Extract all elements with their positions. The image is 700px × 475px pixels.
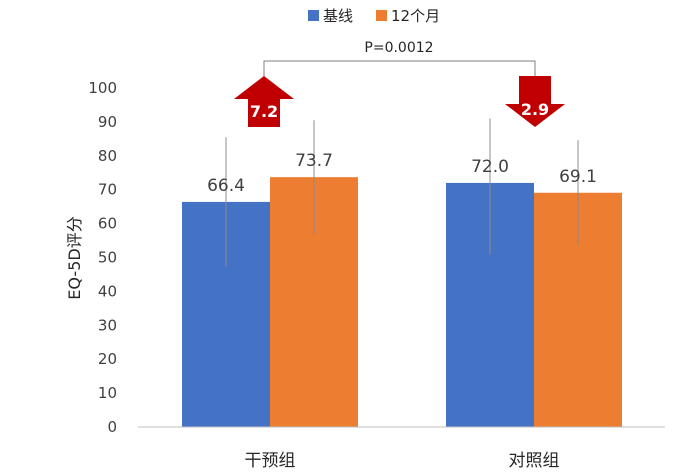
data-label-baseline: 66.4: [207, 176, 245, 196]
data-label-baseline: 72.0: [471, 157, 509, 177]
data-labels: 66.4 73.7 72.0 69.1: [207, 151, 597, 196]
y-axis-title: EQ-5D评分: [65, 216, 84, 299]
x-tick-label: 对照组: [509, 451, 560, 471]
y-tick-label: 70: [98, 181, 117, 199]
legend-swatch-12-months: [376, 10, 387, 21]
legend-label-baseline: 基线: [323, 7, 353, 25]
y-tick-label: 60: [98, 215, 117, 233]
y-axis: 0 10 20 30 40 50 60 70 80 90 100: [88, 79, 117, 436]
x-axis: 干预组 对照组: [245, 451, 560, 471]
p-value-bracket: P=0.0012: [263, 40, 536, 77]
x-tick-label: 干预组: [245, 451, 296, 471]
y-tick-label: 80: [98, 147, 117, 165]
legend-label-12-months: 12个月: [391, 7, 440, 25]
legend: 基线 12个月: [308, 7, 440, 25]
p-value-label: P=0.0012: [364, 40, 433, 56]
y-tick-label: 10: [98, 384, 117, 402]
y-tick-label: 90: [98, 113, 117, 131]
y-tick-label: 0: [107, 418, 117, 436]
legend-swatch-baseline: [308, 10, 319, 21]
change-label-intervention: 7.2: [250, 102, 278, 121]
change-arrow-intervention: 7.2: [234, 76, 294, 127]
up-arrow-icon: [234, 76, 294, 127]
data-label-12-months: 73.7: [295, 151, 333, 171]
y-tick-label: 50: [98, 249, 117, 267]
y-tick-label: 40: [98, 282, 117, 300]
y-tick-label: 100: [88, 79, 117, 97]
y-tick-label: 20: [98, 350, 117, 368]
y-tick-label: 30: [98, 316, 117, 334]
data-label-12-months: 69.1: [559, 167, 597, 187]
p-value-bracket-line: [263, 60, 536, 77]
error-bars: [225, 118, 579, 267]
down-arrow-icon: [505, 76, 565, 127]
change-label-control: 2.9: [521, 100, 549, 119]
bars: [182, 177, 622, 427]
change-arrow-control: 2.9: [505, 76, 565, 127]
